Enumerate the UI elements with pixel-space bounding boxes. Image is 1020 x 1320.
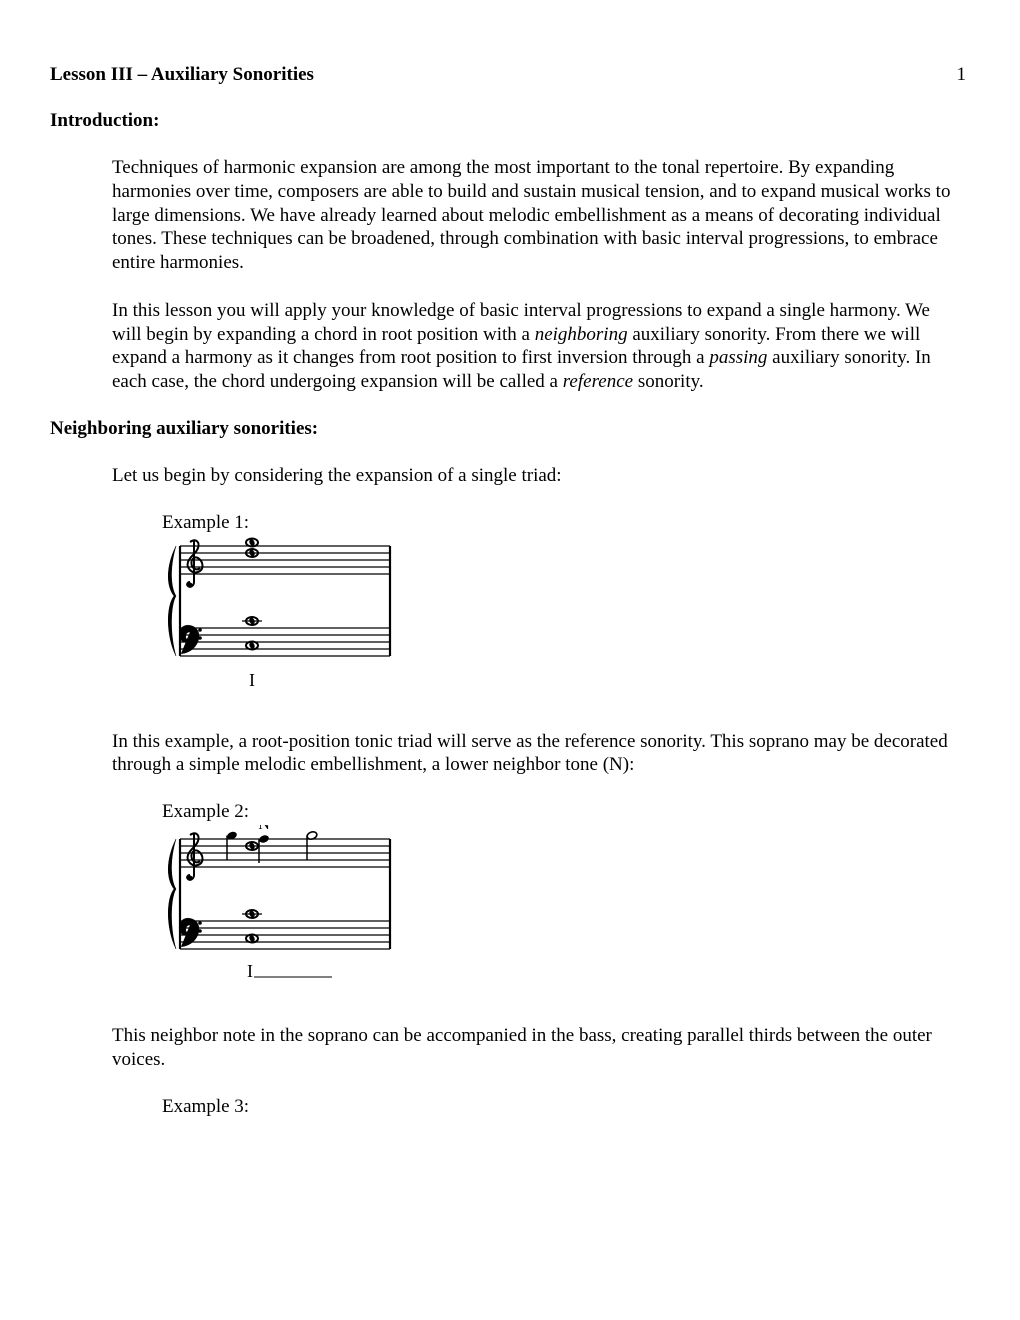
example-2-label: Example 2: <box>162 801 970 823</box>
example-3-label: Example 3: <box>162 1096 970 1118</box>
neighbor-para-2: In this example, a root-position tonic t… <box>112 730 960 778</box>
intro-para-2g: sonority. <box>633 371 704 392</box>
intro-para-2: In this lesson you will apply your knowl… <box>112 299 960 394</box>
intro-para-2b: neighboring <box>535 324 628 345</box>
neighbor-para-3: This neighbor note in the soprano can be… <box>112 1024 960 1072</box>
neighbor-heading: Neighboring auxiliary sonorities: <box>50 418 970 440</box>
example-1-music: I <box>162 536 970 706</box>
neighbor-para-1: Let us begin by considering the expansio… <box>112 464 960 488</box>
lesson-title: Lesson III – Auxiliary Sonorities <box>50 64 970 86</box>
example-2-music: N I <box>162 825 970 1000</box>
example-1-roman: I <box>249 670 255 690</box>
example-2-n-label: N <box>258 825 270 833</box>
page-number: 1 <box>957 64 967 86</box>
example-1-label: Example 1: <box>162 512 970 534</box>
intro-heading: Introduction: <box>50 110 970 132</box>
intro-para-2d: passing <box>709 347 767 368</box>
intro-para-1: Techniques of harmonic expansion are amo… <box>112 156 960 275</box>
example-2-roman: I <box>247 961 253 981</box>
intro-para-2f: reference <box>563 371 633 392</box>
